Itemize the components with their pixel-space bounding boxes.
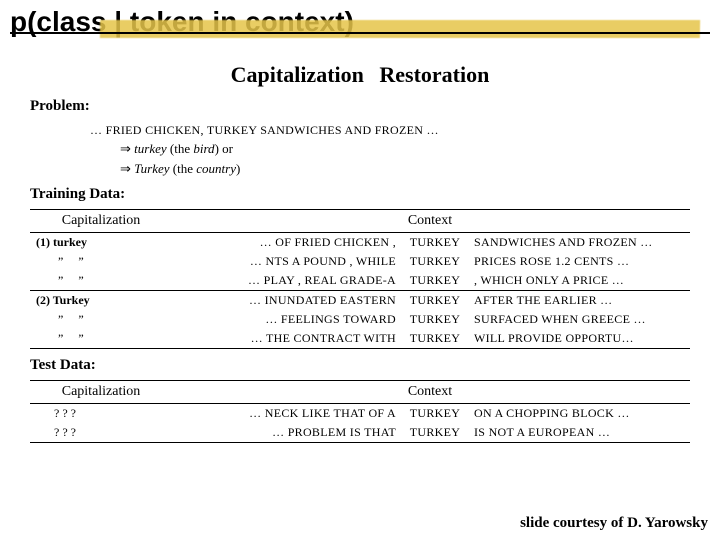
cap-cell: ” ”	[30, 329, 170, 349]
opt2-note-open: (the	[173, 161, 196, 176]
test-label: Test Data:	[30, 357, 690, 374]
training-table: Capitalization Context (1) turkey… OF FR…	[30, 209, 690, 349]
context-mid: TURKEY	[400, 233, 470, 253]
table-header-row: Capitalization Context	[30, 210, 690, 233]
context-left: … THE CONTRACT WITH	[170, 329, 400, 349]
opt2-note-close: )	[236, 161, 240, 176]
context-left: … NTS A POUND , WHILE	[170, 252, 400, 271]
cap-cell: (1) turkey	[30, 233, 170, 253]
opt1-ital: bird	[193, 141, 214, 156]
test-table: Capitalization Context ? ? ?… NECK LIKE …	[30, 380, 690, 443]
context-mid: TURKEY	[400, 252, 470, 271]
context-mid: TURKEY	[400, 329, 470, 349]
problem-option-1: ⇒ turkey (the bird) or	[90, 139, 690, 159]
context-mid: TURKEY	[400, 310, 470, 329]
table-row: ? ? ?… NECK LIKE THAT OF ATURKEYON A CHO…	[30, 404, 690, 424]
slide-courtesy: slide courtesy of D. Yarowsky	[520, 515, 708, 532]
context-right: SURFACED WHEN GREECE …	[470, 310, 690, 329]
problem-label: Problem:	[30, 98, 690, 115]
context-left: … PLAY , REAL GRADE-A	[170, 271, 400, 291]
table-row: (1) turkey… OF FRIED CHICKEN ,TURKEYSAND…	[30, 233, 690, 253]
context-right: AFTER THE EARLIER …	[470, 291, 690, 311]
title-underline	[10, 40, 710, 54]
context-right: IS NOT A EUROPEAN …	[470, 423, 690, 443]
main-heading: Capitalization Restoration	[30, 62, 690, 88]
opt1-note-close: ) or	[215, 141, 233, 156]
context-left: … PROBLEM IS THAT	[170, 423, 400, 443]
arrow-icon: ⇒	[120, 141, 134, 156]
table-row: ” ”… PLAY , REAL GRADE-ATURKEY, WHICH ON…	[30, 271, 690, 291]
cap-cell: ” ”	[30, 271, 170, 291]
context-left: … OF FRIED CHICKEN ,	[170, 233, 400, 253]
table-row: ? ? ?… PROBLEM IS THATTURKEYIS NOT A EUR…	[30, 423, 690, 443]
cap-cell: (2) Turkey	[30, 291, 170, 311]
cap-cell: ” ”	[30, 310, 170, 329]
context-left: … FEELINGS TOWARD	[170, 310, 400, 329]
problem-block: … FRIED CHICKEN, TURKEY SANDWICHES AND F…	[30, 121, 690, 178]
cap-cell: ? ? ?	[30, 423, 170, 443]
cap-cell: ? ? ?	[30, 404, 170, 424]
table-row: ” ”… FEELINGS TOWARDTURKEYSURFACED WHEN …	[30, 310, 690, 329]
header-context: Context	[170, 381, 690, 404]
content-area: Capitalization Restoration Problem: … FR…	[0, 60, 720, 443]
context-right: SANDWICHES AND FROZEN …	[470, 233, 690, 253]
table-row: ” ”… THE CONTRACT WITHTURKEYWILL PROVIDE…	[30, 329, 690, 349]
header-context: Context	[170, 210, 690, 233]
arrow-icon: ⇒	[120, 161, 134, 176]
context-right: ON A CHOPPING BLOCK …	[470, 404, 690, 424]
table-row: ” ”… NTS A POUND , WHILETURKEYPRICES ROS…	[30, 252, 690, 271]
opt1-note-open: (the	[170, 141, 193, 156]
problem-example: … FRIED CHICKEN, TURKEY SANDWICHES AND F…	[90, 121, 690, 139]
brush-stroke	[100, 20, 700, 38]
training-label: Training Data:	[30, 186, 690, 203]
table-row: (2) Turkey… INUNDATED EASTERNTURKEYAFTER…	[30, 291, 690, 311]
header-capitalization: Capitalization	[30, 210, 170, 233]
context-mid: TURKEY	[400, 291, 470, 311]
context-right: , WHICH ONLY A PRICE …	[470, 271, 690, 291]
context-left: … NECK LIKE THAT OF A	[170, 404, 400, 424]
context-left: … INUNDATED EASTERN	[170, 291, 400, 311]
table-header-row: Capitalization Context	[30, 381, 690, 404]
header-capitalization: Capitalization	[30, 381, 170, 404]
underline-line	[10, 32, 710, 34]
opt1-word: turkey	[134, 141, 166, 156]
context-right: WILL PROVIDE OPPORTU…	[470, 329, 690, 349]
problem-option-2: ⇒ Turkey (the country)	[90, 159, 690, 179]
cap-cell: ” ”	[30, 252, 170, 271]
context-right: PRICES ROSE 1.2 CENTS …	[470, 252, 690, 271]
context-mid: TURKEY	[400, 404, 470, 424]
opt2-ital: country	[196, 161, 236, 176]
opt2-word: Turkey	[134, 161, 169, 176]
context-mid: TURKEY	[400, 423, 470, 443]
context-mid: TURKEY	[400, 271, 470, 291]
